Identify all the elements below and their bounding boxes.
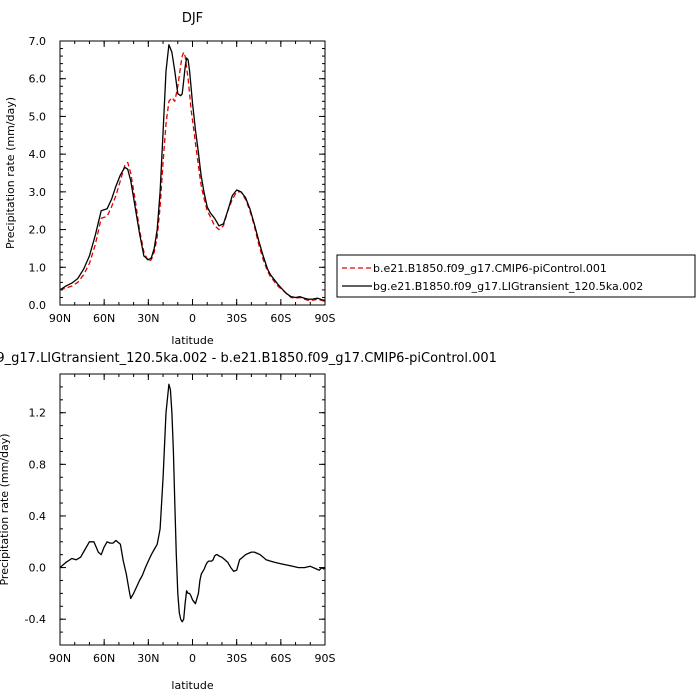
y-tick-label: 1.0 [29,261,47,274]
plot-frame [59,373,326,646]
y-axis-title: Precipitation rate (mm/day) [0,433,11,585]
x-axis-title: latitude [171,334,213,347]
panel-difference: 90N 60N 30N 0 30S 60S 90S -0.4 0.0 0.4 0.8 1.2 bg.e2… [0,351,497,692]
x-tick-label: 0 [189,652,196,665]
x-tick-label: 90S [315,652,336,665]
x-tick-label: 90N [49,312,71,325]
y-tick-label: 0.8 [29,458,47,471]
y-tick-label: -0.4 [25,613,46,626]
x-tick-label: 30S [226,652,247,665]
x-tick-label: 60N [93,652,115,665]
series-line-2 [59,44,326,302]
legend: b.e21.B1850.f09_g17.CMIP6-piControl.001b… [336,254,696,298]
y-tick-label: 7.0 [29,35,47,48]
chart-title: DJF [182,11,203,26]
y-tick-label: 0.0 [29,562,47,575]
chart-title: bg.e21.B1850.f09_g17.LIGtransient_120.5k… [0,351,497,366]
x-tick-label: 30N [137,312,159,325]
y-tick-label: 4.0 [29,148,47,161]
x-axis-title: latitude [171,679,213,692]
panel-climatology: 90N 60N 30N 0 30S 60S 90S 0.0 1.0 2.0 3.0 4.0 5.0 6.0… [4,11,336,347]
y-tick-label: 1.2 [29,407,47,420]
x-tick-label: 30N [137,652,159,665]
y-tick-label: 0.4 [29,510,47,523]
x-tick-label: 60S [270,652,291,665]
series-line-1 [59,51,326,302]
y-axis-title: Precipitation rate (mm/day) [4,97,17,249]
x-tick-label: 30S [226,312,247,325]
plot-frame [59,40,326,306]
y-tick-label: 0.0 [29,299,47,312]
legend-label-1: b.e21.B1850.f09_g17.CMIP6-piControl.001 [373,262,607,275]
y-tick-label: 6.0 [29,73,47,86]
x-tick-label: 60S [270,312,291,325]
x-tick-label: 60N [93,312,115,325]
y-tick-label: 3.0 [29,186,47,199]
x-tick-label: 90N [49,652,71,665]
series-line-1 [59,383,326,623]
x-tick-label: 0 [189,312,196,325]
legend-box [336,254,696,298]
y-tick-label: 2.0 [29,224,47,237]
x-tick-label: 90S [315,312,336,325]
y-tick-label: 5.0 [29,110,47,123]
legend-label-2: bg.e21.B1850.f09_g17.LIGtransient_120.5k… [373,280,643,293]
